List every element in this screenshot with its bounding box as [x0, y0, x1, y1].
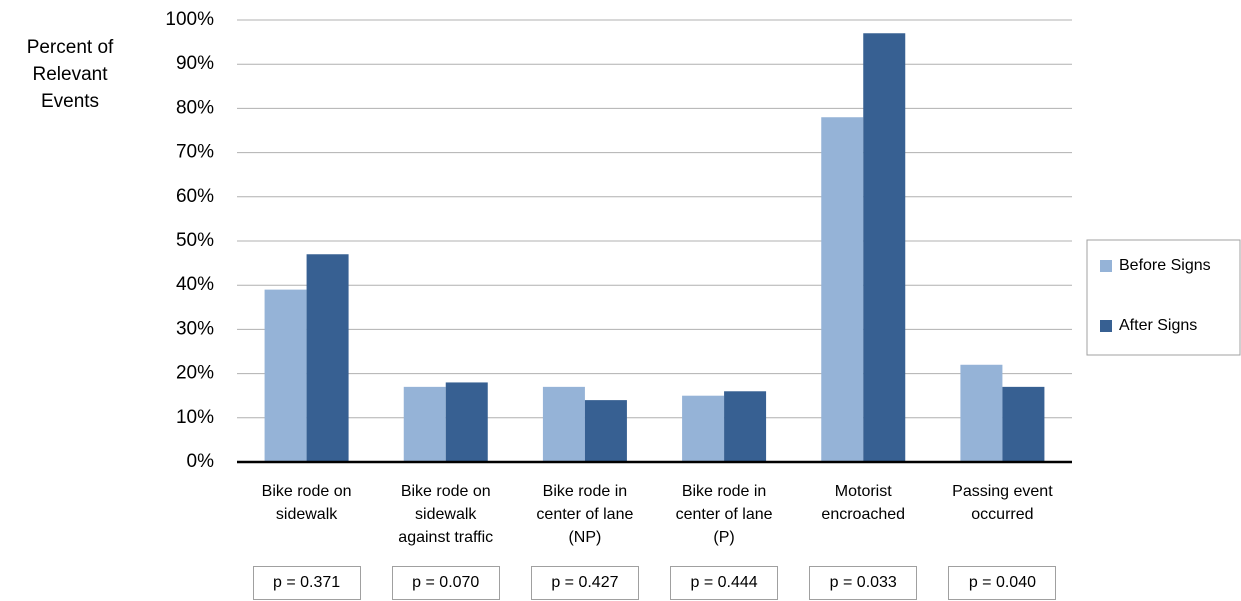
legend-label: After Signs [1119, 317, 1197, 334]
x-tick-label: Bike rode in center of lane (NP) [536, 483, 634, 546]
legend-swatch [1100, 260, 1112, 272]
x-tick-label: Bike rode on sidewalk against traffic [398, 483, 494, 546]
bar [403, 386, 446, 462]
p-value: p = 0.033 [809, 566, 918, 600]
bar [821, 117, 864, 463]
y-tick-label: 0% [187, 451, 215, 472]
bar [264, 289, 307, 462]
p-value: p = 0.040 [948, 566, 1057, 600]
y-tick-label: 30% [176, 318, 214, 339]
y-tick-label: 50% [176, 230, 214, 251]
y-tick-label: 90% [176, 53, 214, 74]
legend-box [1086, 239, 1241, 356]
bar [542, 386, 585, 462]
legend-label: Before Signs [1119, 257, 1211, 274]
y-tick-label: 80% [176, 97, 214, 118]
y-tick-label: 100% [165, 9, 214, 30]
x-tick-label: Passing event occurred [952, 483, 1053, 523]
p-value: p = 0.444 [670, 566, 779, 600]
y-tick-label: 60% [176, 186, 214, 207]
x-tick-label: Bike rode on sidewalk [261, 483, 352, 523]
y-axis-label: Percent of Relevant Events [26, 37, 114, 112]
legend-swatch [1100, 320, 1112, 332]
x-tick-label: Motorist encroached [821, 483, 906, 523]
bar [724, 391, 767, 462]
bar [863, 33, 906, 462]
bar [682, 395, 725, 462]
bar [445, 382, 488, 462]
p-value: p = 0.371 [252, 566, 361, 600]
bar [1002, 386, 1045, 462]
y-tick-label: 20% [176, 363, 214, 384]
x-tick-label: Bike rode in center of lane (P) [675, 483, 773, 546]
bar [960, 364, 1003, 462]
p-value: p = 0.070 [391, 566, 500, 600]
y-tick-label: 40% [176, 274, 214, 295]
bar [584, 400, 627, 462]
p-value: p = 0.427 [530, 566, 639, 600]
bar [306, 254, 349, 462]
y-tick-label: 10% [176, 407, 214, 428]
y-tick-label: 70% [176, 142, 214, 163]
